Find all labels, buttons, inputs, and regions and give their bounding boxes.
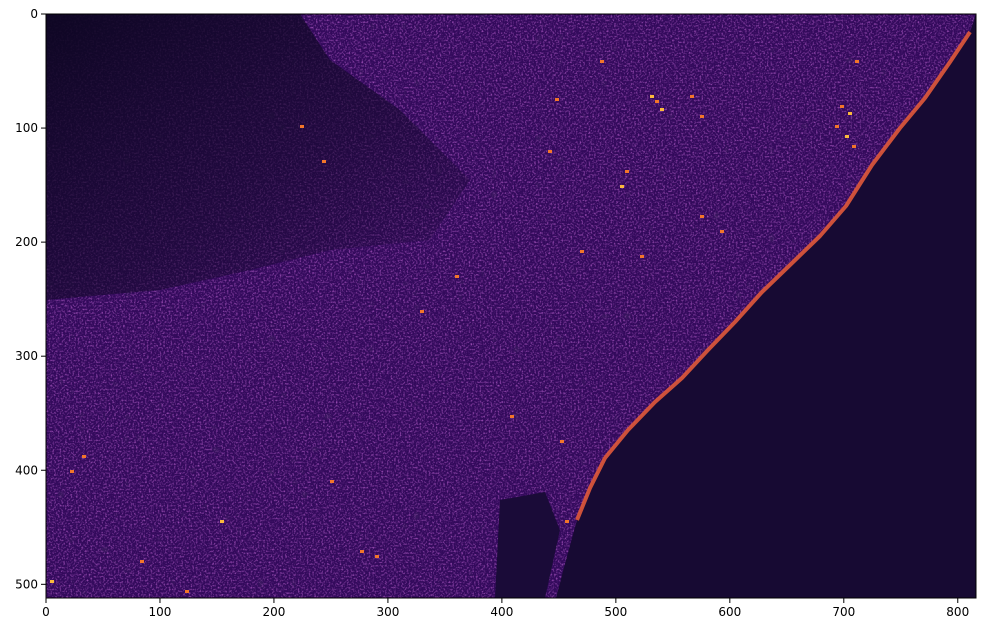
bright-spot <box>300 125 304 128</box>
bright-spot <box>848 112 852 115</box>
x-tick-label: 0 <box>42 605 50 619</box>
axes-frame <box>45 13 977 599</box>
y-tick-label: 500 <box>15 577 38 591</box>
bright-spot <box>845 135 849 138</box>
bright-spot <box>330 480 334 483</box>
bright-spot <box>548 150 552 153</box>
dark-hills-region <box>46 14 470 300</box>
bright-spot <box>510 415 514 418</box>
y-tick-label: 200 <box>15 235 38 249</box>
x-tick-label: 100 <box>149 605 172 619</box>
image-plot-area <box>46 14 976 598</box>
bright-spot <box>840 105 844 108</box>
bright-spot <box>455 275 459 278</box>
x-tick-label: 800 <box>946 605 969 619</box>
bright-spot <box>600 60 604 63</box>
bright-spot <box>620 185 624 188</box>
x-tick-label: 700 <box>832 605 855 619</box>
bright-spot <box>420 310 424 313</box>
bright-spot <box>640 255 644 258</box>
bright-spot <box>855 60 859 63</box>
bright-spot <box>852 145 856 148</box>
y-tick-label: 0 <box>30 7 38 21</box>
bright-spot <box>720 230 724 233</box>
bright-spot <box>700 115 704 118</box>
y-axis: 0 100 200 300 400 500 <box>15 7 46 591</box>
bright-spot <box>70 470 74 473</box>
bright-spot <box>560 440 564 443</box>
bright-spot <box>375 555 379 558</box>
x-tick-label: 600 <box>718 605 741 619</box>
bright-spot <box>700 215 704 218</box>
bright-spot <box>185 590 189 593</box>
port-basin <box>495 492 560 598</box>
bright-spot <box>835 125 839 128</box>
x-tick-label: 200 <box>262 605 285 619</box>
bright-spots-group <box>50 60 859 593</box>
bright-spot <box>220 520 224 523</box>
bright-spot <box>565 520 569 523</box>
x-tick-label: 400 <box>490 605 513 619</box>
bright-spot <box>655 100 659 103</box>
bright-spot <box>650 95 654 98</box>
bright-spot <box>660 108 664 111</box>
bright-spot <box>140 560 144 563</box>
y-tick-label: 100 <box>15 121 38 135</box>
x-tick-label: 500 <box>604 605 627 619</box>
bright-spot <box>625 170 629 173</box>
bright-spot <box>555 98 559 101</box>
y-tick-label: 400 <box>15 463 38 477</box>
bright-spot <box>50 580 54 583</box>
x-axis: 0 100 200 300 400 500 600 700 800 <box>42 598 969 619</box>
bright-spot <box>580 250 584 253</box>
y-tick-label: 300 <box>15 349 38 363</box>
bright-spot <box>82 455 86 458</box>
coastline-highlight <box>575 30 972 521</box>
bright-spot <box>360 550 364 553</box>
bright-spot <box>690 95 694 98</box>
x-tick-label: 300 <box>376 605 399 619</box>
bright-spot <box>322 160 326 163</box>
